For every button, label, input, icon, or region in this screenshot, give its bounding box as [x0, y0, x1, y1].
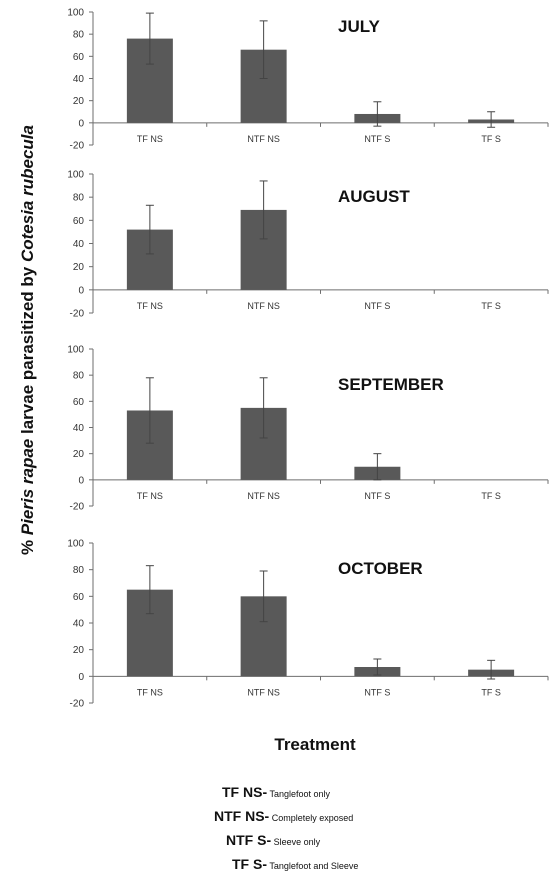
category-label: NTF S — [364, 687, 390, 697]
y-tick-label: 40 — [73, 619, 85, 630]
y-tick-label: 20 — [73, 645, 85, 656]
y-tick-label: 80 — [73, 193, 85, 204]
y-tick-label: 20 — [73, 96, 85, 107]
y-tick-label: 40 — [73, 239, 85, 250]
y-tick-label: 20 — [73, 449, 85, 460]
category-label: NTF NS — [247, 134, 280, 144]
y-tick-label: 20 — [73, 262, 85, 273]
y-tick-label: 0 — [78, 475, 84, 486]
y-tick-label: 60 — [73, 592, 85, 603]
panel-title: AUGUST — [338, 187, 410, 206]
y-tick-label: 0 — [78, 672, 84, 683]
category-label: NTF NS — [247, 301, 280, 311]
chart-panel-july: -20 0 20 40 60 80 100 TF NS NTF NS NTF S TF S JULY — [67, 8, 549, 152]
legend-item-tf-s: TF S- Tanglefoot and Sleeve — [232, 856, 359, 872]
category-label: TF NS — [137, 687, 163, 697]
y-tick-label: 0 — [78, 118, 84, 129]
chart-panel-october: -20 0 20 40 60 80 100 TF NS NTF NS NTF S TF S OCTOB… — [67, 539, 549, 710]
category-label: NTF NS — [247, 491, 280, 501]
category-label: TF S — [481, 491, 501, 501]
category-label: TF NS — [137, 491, 163, 501]
panel-title: OCTOBER — [338, 559, 423, 578]
y-tick-label: 80 — [73, 565, 85, 576]
y-tick-label: 80 — [73, 371, 85, 382]
category-label: TF S — [481, 301, 501, 311]
y-tick-label: 60 — [73, 397, 85, 408]
legend-item-ntf-ns: NTF NS- Completely exposed — [214, 808, 354, 824]
y-tick-label: 80 — [73, 30, 85, 41]
category-label: NTF S — [364, 491, 390, 501]
panel-title: SEPTEMBER — [338, 375, 444, 394]
chart-panel-september: -20 0 20 40 60 80 100 TF NS NTF NS NTF S TF S SEPTE… — [67, 345, 549, 513]
y-tick-label: 100 — [67, 345, 84, 356]
category-label: TF NS — [137, 134, 163, 144]
chart-panel-august: -20 0 20 40 60 80 100 TF NS NTF NS NTF S TF S AUGUS… — [67, 170, 549, 320]
category-label: NTF S — [364, 301, 390, 311]
legend-item-ntf-s: NTF S- Sleeve only — [226, 832, 321, 848]
y-tick-label: -20 — [70, 141, 85, 152]
category-label: NTF NS — [247, 687, 280, 697]
category-label: TF S — [481, 134, 501, 144]
category-label: TF S — [481, 687, 501, 697]
y-axis-label: % Pieris rapae larvae parasitized by Cot… — [18, 125, 37, 555]
x-axis-label: Treatment — [274, 735, 356, 754]
y-tick-label: -20 — [70, 699, 85, 710]
y-tick-label: 100 — [67, 8, 84, 19]
y-tick-label: 60 — [73, 52, 85, 63]
y-tick-label: 60 — [73, 216, 85, 227]
category-label: TF NS — [137, 301, 163, 311]
y-tick-label: 100 — [67, 170, 84, 181]
legend-item-tf-ns: TF NS- Tanglefoot only — [222, 784, 330, 800]
y-tick-label: -20 — [70, 502, 85, 513]
y-tick-label: 0 — [78, 285, 84, 296]
category-label: NTF S — [364, 134, 390, 144]
y-tick-label: 40 — [73, 74, 85, 85]
y-tick-label: 100 — [67, 539, 84, 550]
panel-title: JULY — [338, 17, 381, 36]
y-tick-label: 40 — [73, 423, 85, 434]
y-tick-label: -20 — [70, 309, 85, 320]
